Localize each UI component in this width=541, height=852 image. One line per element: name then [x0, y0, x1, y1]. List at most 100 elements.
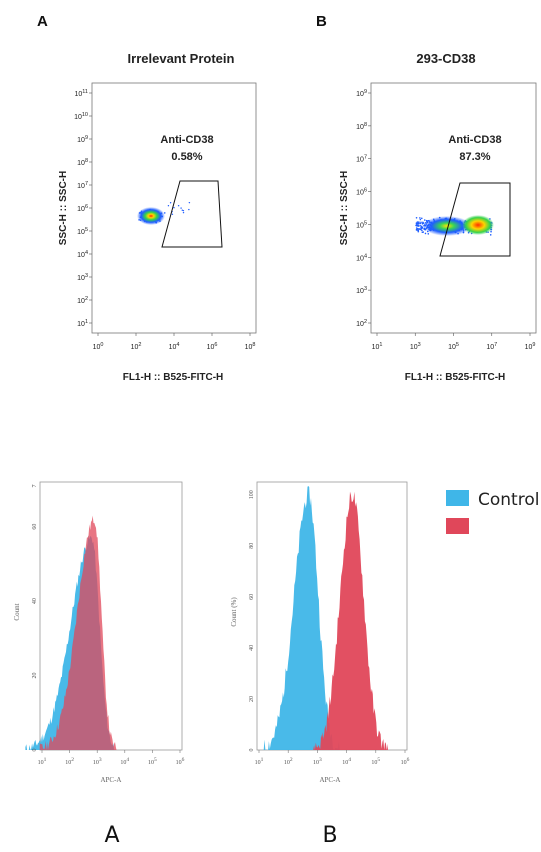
y-tick-label: 80	[249, 543, 255, 549]
y-tick-label: 107	[356, 155, 367, 164]
x-axis-label-b: FL1-H :: B525-FITC-H	[405, 372, 506, 383]
y-tick-label: 1011	[74, 89, 88, 98]
y-tick-label: 0	[32, 749, 38, 752]
x-tick-label: 103	[410, 342, 421, 351]
y-tick-label: 108	[77, 158, 88, 167]
event-dot	[181, 209, 183, 211]
hist-x-label-b: APC-A	[319, 776, 340, 784]
population-b	[415, 215, 494, 236]
event-dot	[419, 217, 421, 219]
y-tick-label: 102	[356, 319, 367, 328]
legend-label-control: Control	[478, 490, 539, 510]
y-tick-label: 60	[32, 524, 38, 530]
event-dot	[417, 229, 420, 232]
x-tick-label: 105	[148, 757, 157, 766]
event-dot	[421, 229, 423, 232]
gate-percent-b: 87.3%	[459, 151, 490, 163]
y-tick-label: 101	[77, 319, 88, 328]
event-dot	[424, 232, 427, 235]
histogram-b: 101 102 103 104 105 106 0 20 40 60 80 100 APC-A Co…	[230, 481, 410, 784]
x-tick-label: 104	[120, 757, 129, 766]
legend: Control	[446, 490, 539, 534]
event-dot	[416, 221, 419, 223]
x-tick-label: 105	[371, 757, 380, 766]
event-dot	[490, 230, 492, 233]
event-dot	[173, 206, 175, 209]
density-core	[462, 215, 494, 235]
x-tick-label: 101	[255, 757, 264, 766]
scatter-title-b: 293-CD38	[416, 51, 475, 66]
scatter-title-a: Irrelevant Protein	[128, 51, 235, 66]
event-dot	[171, 213, 174, 215]
event-dot	[421, 231, 424, 234]
x-tick-label: 104	[342, 757, 351, 766]
y-tick-label: 7	[32, 485, 38, 488]
x-ticks-a: 100 102 104 106 108	[93, 333, 256, 351]
panel-letter-b: B	[316, 13, 327, 30]
y-tick-label: 20	[32, 673, 38, 679]
x-tick-label: 105	[448, 342, 459, 351]
gate-a	[161, 180, 223, 248]
event-dot	[415, 224, 418, 226]
y-tick-label: 104	[356, 253, 367, 262]
event-dot	[416, 222, 419, 225]
histogram-b-sample	[313, 491, 388, 750]
panel-letter-a: A	[37, 13, 48, 30]
event-dot	[418, 221, 420, 223]
x-tick-label: 106	[401, 757, 410, 766]
event-dot	[177, 205, 180, 207]
event-dot	[415, 216, 418, 219]
legend-swatch-sample	[446, 518, 469, 534]
event-dot	[420, 225, 423, 228]
event-dot	[417, 225, 420, 227]
hist-y-label-b: Count (%)	[230, 597, 238, 627]
y-tick-label: 109	[77, 135, 88, 144]
event-dot	[417, 230, 420, 233]
gate-label-b: Anti-CD38	[448, 134, 501, 146]
scatter-plot-a: Irrelevant Protein Anti-CD38 0.58% 10110…	[58, 51, 257, 383]
event-dot	[420, 221, 422, 224]
bottom-letter-a: A	[104, 823, 119, 848]
hist-y-ticks-a: 0 20 40 60 7	[32, 485, 38, 752]
event-dot	[182, 209, 185, 212]
x-tick-label: 101	[372, 342, 383, 351]
event-dot	[427, 233, 430, 235]
x-tick-label: 107	[486, 342, 497, 351]
y-ticks-b: 102 103 104 105 106 107 108 109	[356, 89, 371, 328]
event-dot	[167, 205, 170, 207]
population-a	[137, 201, 191, 225]
y-tick-label: 20	[249, 696, 255, 702]
y-tick-label: 106	[356, 188, 367, 197]
event-dot	[180, 207, 182, 209]
event-dot	[419, 222, 422, 225]
histogram-b-control	[261, 486, 340, 750]
scatter-plot-b: 293-CD38 Anti-CD38 87.3% 102 103 104 105 106…	[339, 51, 537, 383]
x-tick-label: 103	[93, 757, 102, 766]
event-dot	[188, 201, 191, 204]
hist-y-ticks-b: 0 20 40 60 80 100	[249, 490, 255, 751]
y-tick-label: 103	[77, 273, 88, 282]
x-tick-label: 104	[169, 342, 180, 351]
hist-y-label-a: Count	[13, 603, 21, 620]
y-tick-label: 60	[249, 594, 255, 600]
event-dot	[419, 228, 422, 231]
event-dot	[489, 234, 492, 236]
hist-x-ticks-a: 101 102 103 104 105 106	[38, 750, 185, 766]
x-tick-label: 100	[93, 342, 104, 351]
gate-percent-a: 0.58%	[171, 151, 202, 163]
event-dot	[419, 225, 422, 227]
gate-b	[439, 182, 511, 257]
y-tick-label: 100	[249, 490, 255, 499]
hist-x-label-a: APC-A	[100, 776, 121, 784]
y-tick-label: 107	[77, 181, 88, 190]
histogram-a: 101 102 103 104 105 106 0 20 40 60 7 APC-A Count	[13, 481, 185, 784]
x-tick-label: 102	[65, 757, 74, 766]
event-dot	[415, 227, 418, 229]
event-dot	[182, 211, 185, 214]
y-tick-label: 105	[77, 227, 88, 236]
y-tick-label: 0	[249, 749, 255, 752]
y-axis-label-b: SSC-H :: SSC-H	[339, 171, 350, 245]
x-tick-label: 108	[245, 342, 256, 351]
x-tick-label: 102	[284, 757, 293, 766]
